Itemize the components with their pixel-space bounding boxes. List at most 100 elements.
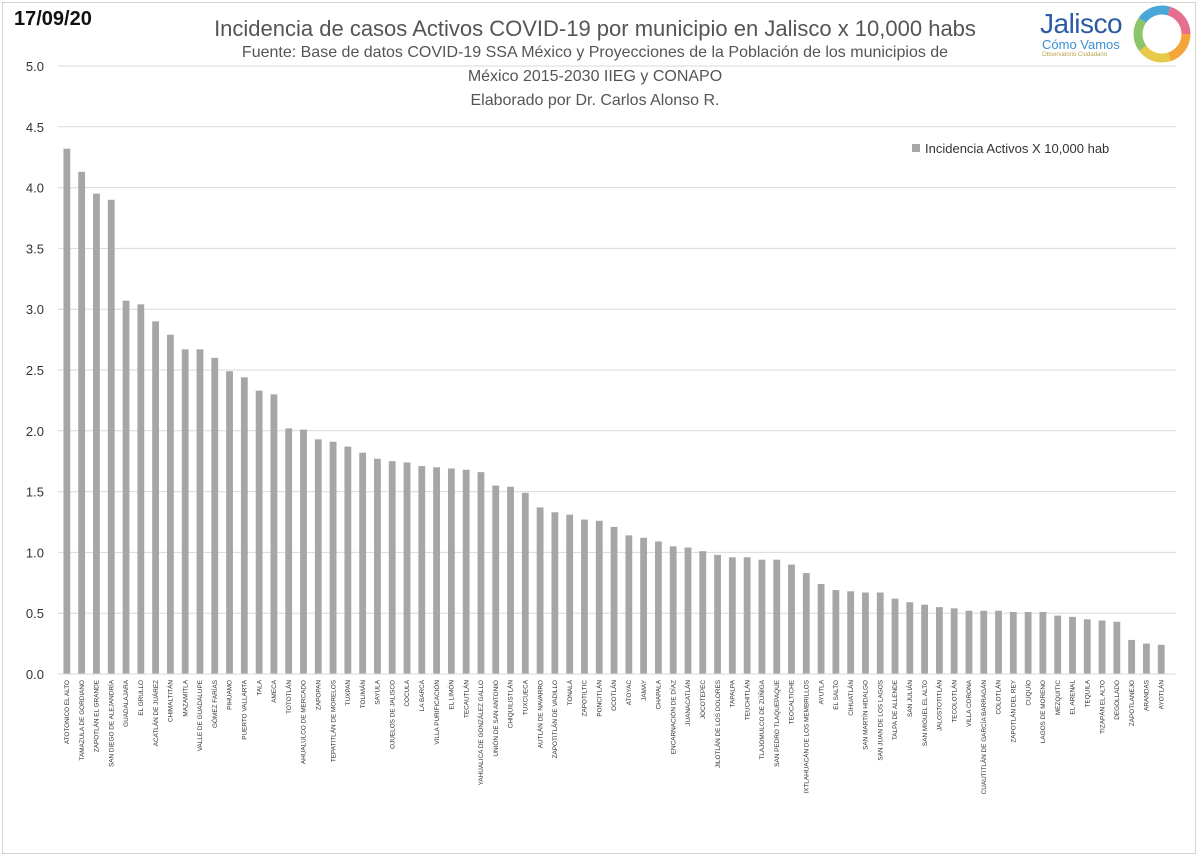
y-tick-label: 0.5 <box>26 606 44 621</box>
x-tick-label: VILLA PURIFICACIÓN <box>432 680 441 745</box>
bar <box>669 546 677 674</box>
bar <box>240 377 248 674</box>
legend-swatch <box>912 144 920 152</box>
bar <box>492 485 500 674</box>
x-tick-label: AMECA <box>271 679 278 702</box>
bar <box>847 591 855 674</box>
logo-tagline: Observatorio Ciudadano <box>1042 52 1108 58</box>
bar <box>758 559 766 674</box>
x-tick-label: MAZAMITLA <box>182 679 189 716</box>
bar <box>196 349 204 674</box>
x-tick-label: ATOTONICO EL ALTO <box>64 680 71 744</box>
bar <box>788 564 795 674</box>
y-tick-label: 2.5 <box>26 363 44 378</box>
bar <box>63 148 71 675</box>
x-tick-label: LA BARCA <box>419 679 426 711</box>
bar <box>418 466 426 674</box>
bar <box>433 467 440 674</box>
logo-name: Jalisco <box>1040 8 1123 39</box>
bar <box>921 604 928 674</box>
x-tick-label: AHUALULCO DE MERCADO <box>301 680 308 764</box>
x-tick-label: ZAPOTITLÁN DE VADILLO <box>550 680 559 758</box>
chart-subtitle-source: Fuente: Base de datos COVID-19 SSA Méxic… <box>241 44 949 61</box>
x-tick-label: TLAJOMULCO DE ZÚÑIGA <box>757 679 766 759</box>
bar <box>1024 611 1032 674</box>
bar <box>817 584 825 674</box>
bar <box>329 441 337 674</box>
bar <box>640 537 648 674</box>
bar <box>995 610 1002 674</box>
x-tick-label: OCOTLÁN <box>609 680 618 711</box>
bar <box>78 171 86 675</box>
x-tick-label: JILOTLÁN DE LOS DOLORES <box>713 680 722 768</box>
bar <box>152 321 160 674</box>
x-tick-label: GÓMEZ FARÍAS <box>210 680 219 728</box>
bar <box>507 486 514 674</box>
x-tick-label: PUERTO VALLARTA <box>242 679 249 740</box>
y-tick-label: 3.0 <box>26 302 44 317</box>
x-tick-label: UNIÓN DE SAN ANTONIO <box>491 680 500 757</box>
legend-label: Incidencia Activos X 10,000 hab <box>925 141 1109 156</box>
bar <box>1069 616 1076 674</box>
chart-subtitle-source-cont: México 2015-2030 IIEG y CONAPO <box>467 68 723 85</box>
x-tick-label: JUANACATLÁN <box>683 680 692 726</box>
y-tick-label: 4.5 <box>26 120 44 135</box>
x-tick-label: TAPALPA <box>730 679 737 707</box>
x-tick-label: TEQUILA <box>1084 679 1091 707</box>
bar <box>1157 644 1165 674</box>
x-tick-label: ACATLÁN DE JUÁREZ <box>151 680 160 746</box>
x-tick-label: VILLA CORONA <box>966 679 973 727</box>
x-tick-label: ZAPOTLÁN DEL REY <box>1009 679 1018 742</box>
bar <box>1039 611 1047 674</box>
chart-subtitle-author: Elaborado por Dr. Carlos Alonso R. <box>470 92 720 109</box>
x-tick-label: TECAUTLÁN <box>461 680 470 718</box>
bar <box>359 452 367 674</box>
x-tick-label: ATOYAC <box>626 680 633 706</box>
x-tick-label: TOTOTLÁN <box>284 680 293 714</box>
bar <box>1098 620 1106 674</box>
bar <box>211 357 219 674</box>
x-tick-label: LAGOS DE MORENO <box>1040 680 1047 743</box>
x-tick-label: JOCOTEPEC <box>700 680 707 719</box>
bar <box>388 461 396 674</box>
bar <box>581 519 588 674</box>
date-label: 17/09/20 <box>14 8 92 30</box>
x-tick-label: TALA <box>256 679 263 695</box>
bar <box>935 607 943 674</box>
x-tick-label: SAN PEDRO TLAQUEPAQUE <box>774 680 781 767</box>
bar <box>1009 611 1017 674</box>
bar <box>980 610 988 674</box>
bar <box>714 554 721 674</box>
bar <box>743 557 751 674</box>
bar <box>684 547 692 674</box>
bar <box>1128 639 1136 674</box>
x-tick-label: ENCARNACIÓN DE DÍAZ <box>668 680 677 754</box>
bar <box>965 610 973 674</box>
x-tick-label: ZAPOTLANEJO <box>1129 680 1136 726</box>
bar <box>93 193 100 674</box>
bar <box>1143 643 1150 674</box>
x-tick-label: TUXPAN <box>345 680 352 706</box>
bar <box>314 439 322 674</box>
y-tick-label: 1.5 <box>26 485 44 500</box>
x-tick-label: AYUTLA <box>818 679 825 704</box>
bar <box>655 541 662 674</box>
x-tick-label: CUQUÍO <box>1023 680 1032 706</box>
x-tick-label: AUTLÁN DE NAVARRO <box>535 680 544 748</box>
x-tick-label: EL GRULLO <box>138 680 145 716</box>
x-tick-label: TONALÁ <box>565 679 574 705</box>
bar <box>950 608 958 674</box>
x-tick-label: VALLE DE GUADALUPE <box>197 680 204 751</box>
bar <box>344 446 352 674</box>
x-tick-label: CHAPALA <box>656 679 663 709</box>
x-tick-label: JALOSTOTITLÁN <box>935 680 944 731</box>
bar <box>107 199 115 674</box>
y-tick-label: 5.0 <box>26 59 44 74</box>
x-tick-label: TOLIMÁN <box>358 680 367 709</box>
y-tick-label: 2.0 <box>26 424 44 439</box>
x-tick-label: CIHUATLÁN <box>846 680 855 716</box>
x-tick-label: EL LIMÓN <box>447 680 456 710</box>
x-tick-label: TECOLOTLÁN <box>949 680 958 723</box>
